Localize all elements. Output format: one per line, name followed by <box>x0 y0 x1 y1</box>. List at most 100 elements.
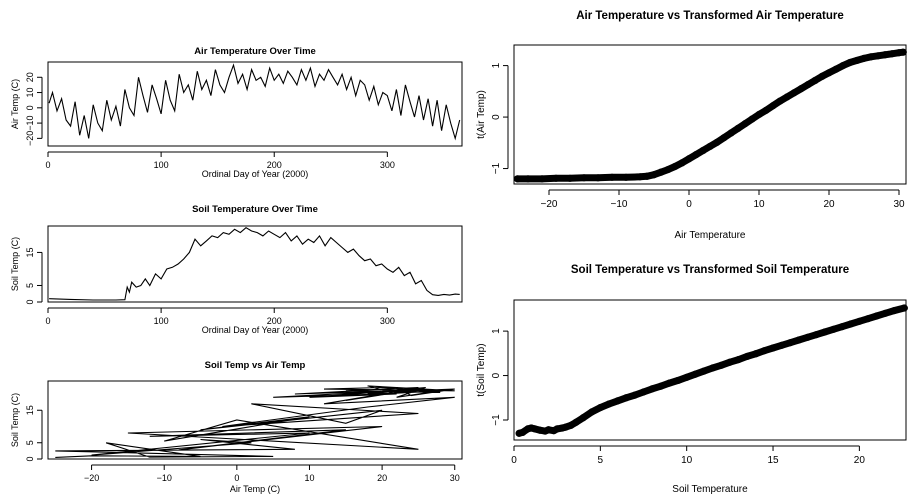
scatter-point <box>769 102 777 110</box>
series-line <box>49 227 460 301</box>
x-tick-label: 30 <box>893 199 905 210</box>
scatter-trace <box>514 48 907 183</box>
scatter-point <box>706 142 714 151</box>
y-tick-label: 0 <box>25 456 35 461</box>
scatter-point <box>622 394 630 402</box>
plot-frame <box>47 61 463 147</box>
scatter-point <box>648 385 656 393</box>
x-tick-label: −20 <box>84 473 99 483</box>
y-tick-label: 0 <box>25 105 35 110</box>
chart-title: Soil Temperature vs Transformed Soil Tem… <box>571 264 849 276</box>
scatter-point <box>760 347 768 355</box>
scatter-point <box>726 358 734 366</box>
scatter-point <box>552 174 560 182</box>
chart-panel-2: Soil Temperature Over Time 0 100 200 300 0 5 15… <box>10 204 463 335</box>
scatter-point <box>579 414 587 422</box>
scatter-point <box>797 85 805 93</box>
y-axis-label: t(Air Temp) <box>476 90 487 139</box>
chart-title: Soil Temp vs Air Temp <box>205 360 306 371</box>
scatter-point <box>572 418 580 426</box>
chart-title: Soil Temperature Over Time <box>192 204 318 215</box>
plot-frame <box>47 225 463 303</box>
y-tick-label: 0 <box>491 114 502 120</box>
scatter-point <box>524 175 532 183</box>
x-tick-label: 200 <box>267 160 282 170</box>
scatter-point <box>657 382 665 390</box>
scatter-point <box>783 93 791 101</box>
x-tick-label: 300 <box>380 160 395 170</box>
scatter-point <box>639 388 648 396</box>
scatter-point <box>900 304 908 312</box>
scatter-point <box>874 52 882 60</box>
y-tick-label: −10 <box>25 115 35 130</box>
y-tick-label: 0 <box>25 299 35 304</box>
plot-frame <box>513 299 907 441</box>
scatter-point <box>888 50 896 58</box>
x-tick-label: −10 <box>611 199 628 210</box>
x-tick-label: 0 <box>234 473 239 483</box>
x-tick-label: 0 <box>686 199 692 210</box>
y-tick-label: 15 <box>25 247 35 257</box>
scatter-point <box>631 391 639 399</box>
y-tick-label: 1 <box>491 62 502 68</box>
scatter-point <box>678 159 686 167</box>
scatter-point <box>752 350 760 358</box>
scatter-point <box>692 151 700 159</box>
scatter-point <box>825 69 833 77</box>
scatter-point <box>867 53 875 61</box>
scatter-point <box>643 172 651 180</box>
chart-title: Air Temperature vs Transformed Air Tempe… <box>576 10 844 22</box>
scatter-point <box>790 89 798 97</box>
scatter-point <box>881 51 889 59</box>
x-tick-label: 10 <box>753 199 765 210</box>
scatter-point <box>674 376 682 385</box>
scatter-point <box>821 328 829 336</box>
scatter-point <box>855 317 863 325</box>
scatter-point <box>762 106 770 114</box>
scatter-point <box>683 373 691 381</box>
x-tick-label: 300 <box>380 316 395 326</box>
scatter-point <box>804 81 812 89</box>
x-tick-label: 0 <box>45 316 50 326</box>
x-tick-label: 10 <box>681 455 693 466</box>
scatter-point <box>588 408 596 416</box>
scatter-point <box>832 65 840 73</box>
scatter-point <box>734 124 742 132</box>
x-tick-label: 200 <box>267 316 282 326</box>
series-line <box>48 63 461 141</box>
plot-frame <box>47 380 463 460</box>
y-tick-label: 5 <box>25 440 35 445</box>
x-tick-label: 100 <box>154 160 169 170</box>
x-axis-label: Soil Temperature <box>672 484 748 495</box>
x-tick-label: 10 <box>304 473 314 483</box>
scatter-point <box>664 165 672 174</box>
scatter-point <box>864 315 872 323</box>
x-tick-label: 100 <box>154 316 169 326</box>
scatter-point <box>778 341 786 349</box>
scatter-point <box>594 174 602 182</box>
x-tick-label: 20 <box>823 199 835 210</box>
y-tick-label: −1 <box>491 414 502 426</box>
y-axis-label: Soil Temp (C) <box>10 393 20 447</box>
chart-title: Air Temperature Over Time <box>194 46 316 57</box>
x-tick-label: −20 <box>541 199 558 210</box>
scatter-point <box>795 336 803 344</box>
x-tick-label: 30 <box>450 473 460 483</box>
scatter-point <box>811 76 819 85</box>
scatter-point <box>860 54 868 62</box>
scatter-point <box>596 403 604 412</box>
scatter-point <box>566 174 574 182</box>
scatter-point <box>700 367 708 375</box>
scatter-point <box>614 397 622 405</box>
scatter-point <box>519 428 527 437</box>
x-tick-label: 20 <box>377 473 387 483</box>
y-axis-label: Soil Temp (C) <box>10 237 20 291</box>
x-tick-label: 0 <box>45 160 50 170</box>
y-tick-label: 15 <box>25 405 35 415</box>
plot-frame <box>513 44 907 185</box>
scatter-point <box>873 312 881 320</box>
scatter-point <box>513 175 522 183</box>
scatter-point <box>622 173 630 181</box>
x-axis-label: Ordinal Day of Year (2000) <box>202 169 309 179</box>
